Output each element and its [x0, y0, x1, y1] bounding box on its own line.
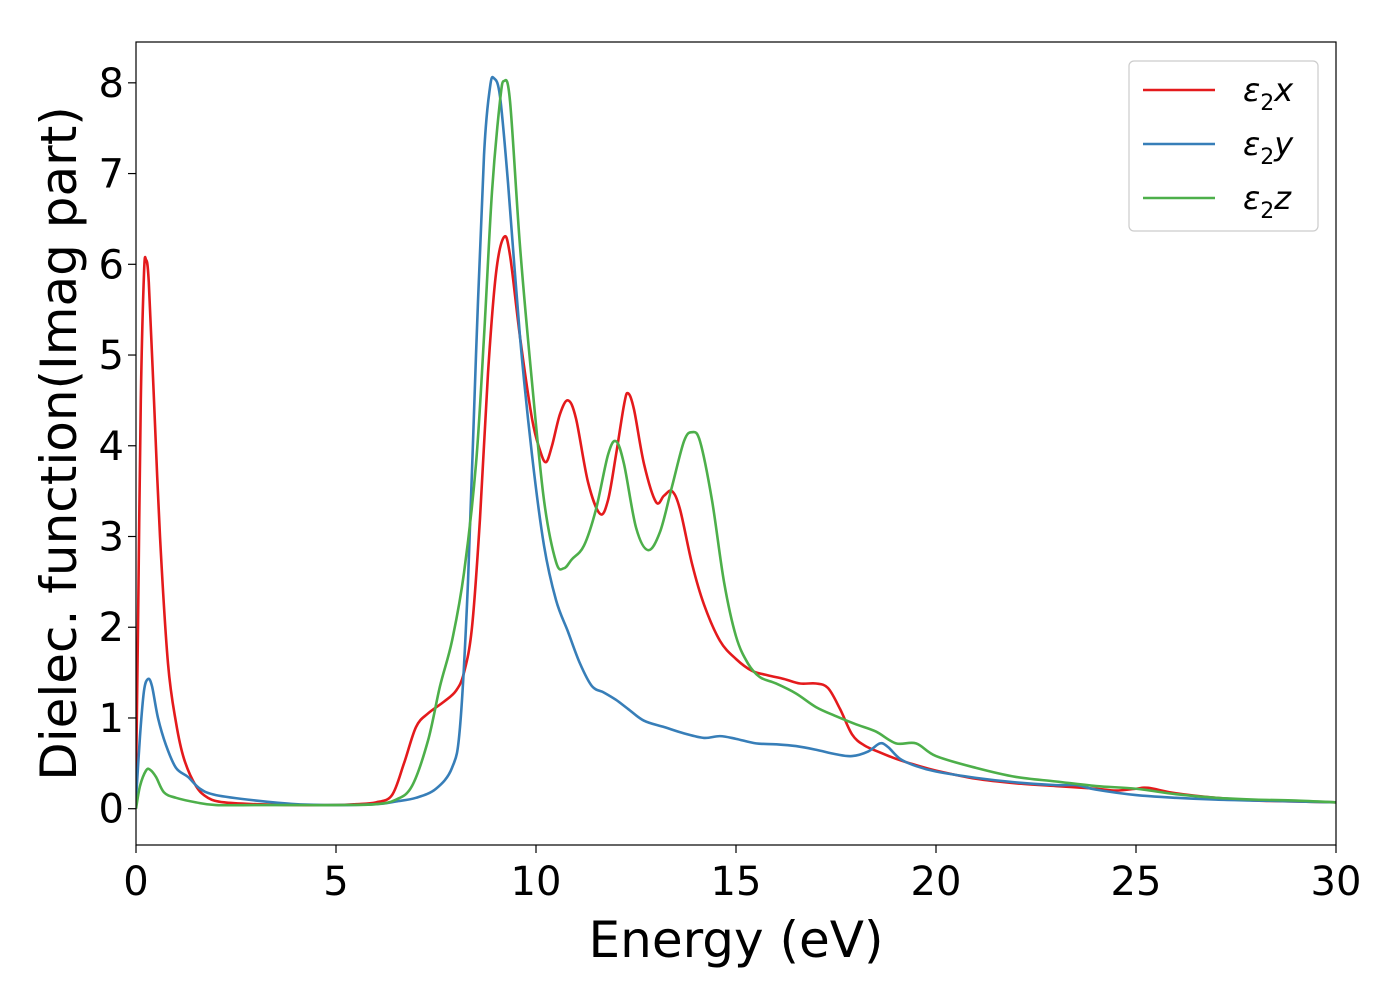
x-tick-label: 30 — [1311, 859, 1362, 905]
legend-label-z: ε2z — [1243, 179, 1292, 224]
x-axis-title: Energy (eV) — [589, 911, 884, 969]
y-tick-label: 8 — [99, 61, 124, 107]
plot-lines — [136, 75, 1336, 809]
legend: ε2x ε2y ε2z — [1128, 60, 1319, 232]
y-tick-label: 4 — [99, 424, 124, 470]
x-tick-label: 25 — [1111, 859, 1162, 905]
series-line-z — [136, 78, 1336, 809]
y-tick-label: 7 — [99, 152, 124, 198]
x-tick-label: 5 — [323, 859, 348, 905]
series-line-x — [136, 234, 1336, 807]
x-tick-label: 10 — [511, 859, 562, 905]
y-axis-title: Dielec. function(Imag part) — [30, 106, 88, 781]
x-axis-ticks: 0 5 10 15 20 25 30 — [123, 845, 1361, 905]
series-line-y — [136, 75, 1336, 807]
y-tick-label: 5 — [99, 333, 124, 379]
x-tick-label: 20 — [911, 859, 962, 905]
legend-label-y: ε2y — [1243, 125, 1294, 170]
y-axis-ticks: 0 1 2 3 4 5 6 7 8 — [99, 61, 136, 833]
y-tick-label: 6 — [99, 242, 124, 288]
y-tick-label: 2 — [99, 605, 124, 651]
x-tick-label: 15 — [711, 859, 762, 905]
legend-box — [1128, 60, 1319, 232]
x-tick-label: 0 — [123, 859, 148, 905]
legend-label-x: ε2x — [1243, 71, 1294, 116]
y-tick-label: 0 — [99, 787, 124, 833]
y-tick-label: 1 — [99, 696, 124, 742]
y-tick-label: 3 — [99, 515, 124, 561]
